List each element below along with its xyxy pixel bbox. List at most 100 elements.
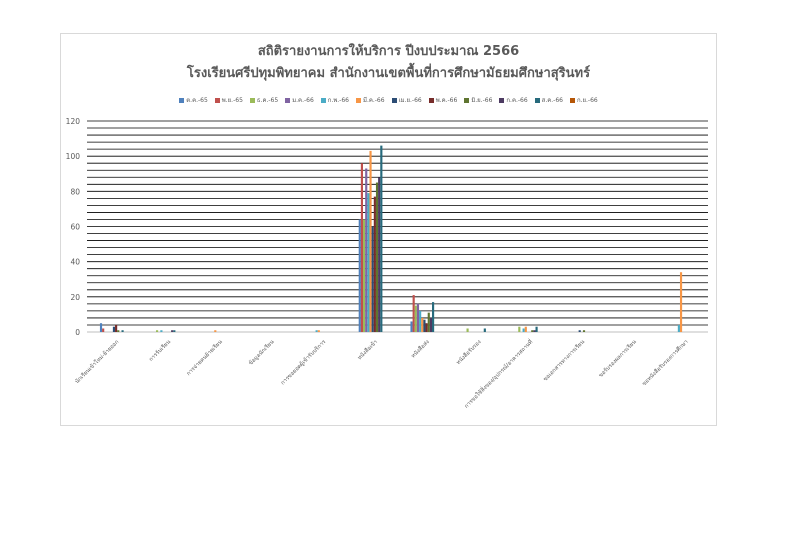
bar bbox=[371, 226, 374, 332]
bar bbox=[156, 330, 159, 332]
bar bbox=[533, 330, 536, 332]
chart-frame: สถิติรายงานการให้บริการ ปีงบประมาณ 2566 … bbox=[60, 33, 717, 426]
bar bbox=[427, 312, 430, 332]
legend-item: พ.ย.-65 bbox=[214, 95, 243, 105]
bar bbox=[582, 330, 586, 332]
legend-swatch bbox=[464, 97, 470, 103]
y-tick-label: 120 bbox=[66, 117, 81, 126]
legend-swatch bbox=[179, 97, 185, 103]
legend-item: ก.ค.-66 bbox=[499, 95, 528, 105]
bar bbox=[429, 317, 432, 332]
bar bbox=[531, 330, 534, 332]
legend-label: พ.ย.-65 bbox=[221, 97, 243, 104]
legend-swatch bbox=[534, 97, 540, 103]
legend-label: ส.ค.-66 bbox=[541, 97, 563, 104]
legend-swatch bbox=[428, 97, 434, 103]
bar bbox=[679, 272, 683, 332]
bar bbox=[524, 326, 527, 332]
x-category-label: การขอยอดผู้เข้ารับบริการ bbox=[279, 338, 327, 386]
bar bbox=[102, 328, 105, 332]
bar bbox=[410, 321, 413, 332]
legend-label: ก.ย.-66 bbox=[576, 97, 598, 104]
bar bbox=[173, 330, 176, 332]
legend-swatch bbox=[391, 97, 397, 103]
bar bbox=[112, 326, 116, 332]
x-category-label: ขอเอกสารทางการเรียน bbox=[542, 338, 586, 382]
bar bbox=[432, 302, 435, 332]
bar bbox=[421, 317, 424, 332]
legend-label: ก.พ.-66 bbox=[327, 97, 349, 104]
bar bbox=[315, 330, 318, 332]
legend-label: มี.ค.-66 bbox=[362, 97, 385, 104]
bar bbox=[375, 182, 379, 332]
bar bbox=[367, 193, 370, 332]
bar bbox=[518, 326, 521, 332]
legend-label: พ.ค.-66 bbox=[435, 97, 458, 104]
y-tick-label: 60 bbox=[70, 223, 80, 232]
y-tick-label: 20 bbox=[70, 293, 80, 302]
y-tick-label: 0 bbox=[75, 328, 80, 337]
bar bbox=[423, 319, 426, 332]
legend-item: มิ.ย.-66 bbox=[464, 95, 492, 105]
x-category-label: หนังสือเข้า bbox=[356, 338, 379, 361]
legend-item: พ.ค.-66 bbox=[428, 95, 458, 105]
legend-item: ม.ค.-66 bbox=[285, 95, 314, 105]
bar bbox=[171, 330, 174, 332]
legend-item: ธ.ค.-65 bbox=[249, 95, 279, 105]
legend-label: มิ.ย.-66 bbox=[471, 97, 493, 104]
bar bbox=[414, 305, 417, 332]
bar bbox=[358, 219, 361, 332]
y-tick-label: 100 bbox=[66, 152, 81, 161]
bar bbox=[373, 196, 376, 332]
bar bbox=[578, 330, 581, 332]
x-category-label: ข้อมูลนักเรียน bbox=[247, 338, 275, 366]
y-tick-label: 40 bbox=[70, 258, 80, 267]
chart-title-line-1: สถิติรายงานการให้บริการ ปีงบประมาณ 2566 bbox=[257, 44, 520, 59]
bar bbox=[369, 150, 372, 332]
x-category-label: ขอรับรองผลการเรียน bbox=[597, 338, 638, 379]
bar bbox=[378, 177, 381, 332]
chart-title-line-2: โรงเรียนศรีปทุมพิทยาคม สำนักงานเขตพื้นที… bbox=[186, 66, 591, 81]
bar bbox=[363, 219, 366, 332]
x-category-label: หนังสือส่ง bbox=[410, 338, 431, 359]
bar bbox=[115, 324, 118, 332]
legend-label: เม.ย.-66 bbox=[398, 97, 422, 104]
bar bbox=[121, 330, 124, 332]
bar bbox=[677, 324, 680, 332]
bar bbox=[535, 326, 538, 332]
legend-swatch bbox=[499, 97, 505, 103]
chart-legend: ต.ค.-65 พ.ย.-65 ธ.ค.-65 ม.ค.-66 ก.พ.-66 มี.ค.… bbox=[61, 95, 716, 105]
bar bbox=[416, 303, 420, 332]
bar bbox=[317, 330, 320, 332]
bar bbox=[160, 330, 163, 332]
bar bbox=[522, 328, 525, 332]
legend-swatch bbox=[569, 97, 575, 103]
legend-item: เม.ย.-66 bbox=[391, 95, 422, 105]
legend-item: มี.ค.-66 bbox=[355, 95, 385, 105]
bar bbox=[380, 145, 383, 332]
legend-label: ก.ค.-66 bbox=[506, 97, 528, 104]
legend-item: ก.ย.-66 bbox=[569, 95, 598, 105]
chart-title: สถิติรายงานการให้บริการ ปีงบประมาณ 2566 … bbox=[61, 41, 716, 85]
legend-item: ก.พ.-66 bbox=[320, 95, 349, 105]
legend-item: ส.ค.-66 bbox=[534, 95, 563, 105]
legend-swatch bbox=[320, 97, 326, 103]
legend-swatch bbox=[214, 97, 220, 103]
legend-swatch bbox=[285, 97, 291, 103]
legend-item: ต.ค.-65 bbox=[179, 95, 208, 105]
y-tick-label: 80 bbox=[70, 187, 80, 196]
legend-swatch bbox=[355, 97, 361, 103]
bar bbox=[419, 310, 422, 332]
bar bbox=[483, 328, 486, 332]
bar bbox=[425, 323, 428, 332]
x-category-label: นักเรียนเข้าใหม่-ย้ายออก bbox=[74, 338, 121, 385]
x-category-label: หนังสือรับรอง bbox=[455, 338, 483, 366]
bar bbox=[360, 163, 363, 332]
legend-label: ธ.ค.-65 bbox=[256, 97, 279, 104]
bar bbox=[412, 295, 415, 332]
legend-label: ม.ค.-66 bbox=[292, 97, 314, 104]
x-category-label: การจ่ายคนย้ายเรียน bbox=[185, 338, 224, 377]
bar bbox=[99, 323, 103, 332]
x-category-label: การรับเรียน bbox=[148, 338, 173, 363]
